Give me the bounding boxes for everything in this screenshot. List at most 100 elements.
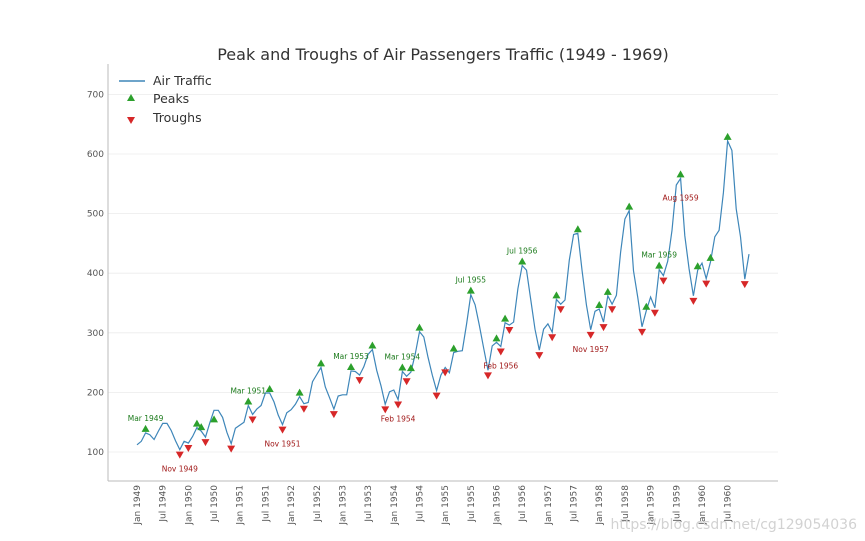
series-line-air-traffic xyxy=(136,138,750,451)
trough-marker xyxy=(650,309,659,317)
annotation-label: Feb 1954 xyxy=(381,415,416,424)
annotation-label: Aug 1959 xyxy=(662,193,698,202)
peak-marker xyxy=(655,261,664,269)
trough-marker xyxy=(441,369,450,377)
trough-marker xyxy=(608,306,617,314)
x-tick-label: Jan 1952 xyxy=(287,485,297,526)
trough-marker xyxy=(227,445,236,453)
y-axis-ticks: 100 200 300 400 500 600 700 xyxy=(87,90,104,458)
peak-marker xyxy=(595,300,604,308)
annotation-label: Mar 1953 xyxy=(333,352,369,361)
trough-marker xyxy=(278,426,287,434)
grid xyxy=(108,94,778,453)
trough-marker xyxy=(355,377,364,385)
x-tick-label: Jan 1951 xyxy=(236,485,246,526)
triangle-up-icon xyxy=(127,94,135,101)
peak-marker xyxy=(406,364,415,372)
peak-marker xyxy=(642,302,651,310)
legend-label-troughs: Troughs xyxy=(152,110,202,125)
trough-marker xyxy=(432,392,441,400)
annotation-label: Mar 1951 xyxy=(230,387,266,396)
peak-marker xyxy=(347,362,355,370)
peak-marker xyxy=(295,388,304,396)
y-tick-label: 300 xyxy=(87,329,104,339)
annotation-label: Mar 1954 xyxy=(385,353,421,362)
trough-marker xyxy=(381,406,390,414)
trough-marker xyxy=(638,328,647,336)
peak-marker xyxy=(210,415,219,423)
y-tick-label: 700 xyxy=(87,90,104,100)
x-axis-ticks: Jan 1949 Jul 1949 Jan 1950 Jul 1950 Jan 1951… xyxy=(133,485,734,526)
peak-markers xyxy=(141,132,732,432)
peak-marker xyxy=(466,286,475,294)
peak-marker xyxy=(141,424,150,432)
trough-marker xyxy=(740,281,749,289)
x-tick-label: Jul 1951 xyxy=(261,485,271,523)
x-tick-label: Jan 1958 xyxy=(595,485,605,526)
trough-marker xyxy=(505,327,514,335)
peak-marker xyxy=(415,323,424,331)
chart-title: Peak and Troughs of Air Passengers Traff… xyxy=(217,45,669,64)
annotation-label: Nov 1957 xyxy=(573,345,609,354)
annotation-label: Nov 1949 xyxy=(162,465,198,474)
peak-marker xyxy=(573,225,582,233)
legend: Air Traffic Peaks Troughs xyxy=(119,73,212,125)
x-tick-label: Jul 1960 xyxy=(724,485,734,523)
annotation-label: Jul 1955 xyxy=(455,276,487,285)
annotation-label: Mar 1949 xyxy=(128,414,164,423)
trough-markers xyxy=(175,277,749,459)
peak-marker xyxy=(197,423,206,431)
x-tick-label: Jan 1953 xyxy=(338,485,348,526)
peak-marker xyxy=(492,334,501,342)
peak-marker xyxy=(625,202,634,210)
peak-marker xyxy=(676,170,685,178)
trough-marker xyxy=(586,331,595,339)
trough-marker xyxy=(702,280,711,288)
x-tick-label: Jan 1954 xyxy=(390,485,400,526)
trough-marker xyxy=(248,416,257,424)
x-tick-label: Jan 1959 xyxy=(647,485,657,526)
y-tick-label: 600 xyxy=(87,150,104,160)
x-tick-label: Jan 1955 xyxy=(441,485,451,526)
trough-marker xyxy=(402,378,411,386)
x-tick-label: Jul 1953 xyxy=(364,485,374,523)
trough-marker xyxy=(556,306,565,314)
annotation-label: Nov 1951 xyxy=(264,440,300,449)
trough-marker xyxy=(299,405,308,413)
y-tick-label: 500 xyxy=(87,210,104,220)
trough-marker xyxy=(548,334,557,342)
trough-marker xyxy=(535,352,544,360)
peak-marker xyxy=(192,419,201,427)
axes xyxy=(107,64,778,482)
trough-marker xyxy=(689,297,698,305)
peak-marker xyxy=(706,253,715,261)
peak-marker xyxy=(398,363,407,371)
trough-marker xyxy=(184,445,193,453)
peak-marker xyxy=(518,257,527,265)
x-tick-label: Jul 1950 xyxy=(210,485,220,523)
peak-marker xyxy=(723,132,732,140)
trough-marker xyxy=(175,451,184,459)
x-tick-label: Jul 1956 xyxy=(518,485,528,523)
y-tick-label: 400 xyxy=(87,269,104,279)
trough-marker xyxy=(329,411,338,419)
annotation-label: Mar 1959 xyxy=(641,251,677,260)
peak-marker xyxy=(693,262,702,270)
peak-marker xyxy=(244,397,253,405)
y-tick-label: 200 xyxy=(87,388,104,398)
annotations: Mar 1949 Mar 1951 Mar 1953 Mar 1954 Jul 1955… xyxy=(128,193,699,473)
x-tick-label: Jan 1956 xyxy=(493,485,503,526)
trough-marker xyxy=(394,401,403,409)
peak-marker xyxy=(265,384,274,392)
peak-marker xyxy=(449,344,458,352)
y-tick-label: 100 xyxy=(87,448,104,458)
x-tick-label: Jan 1960 xyxy=(698,485,708,526)
peak-marker xyxy=(317,359,326,367)
x-tick-label: Jul 1959 xyxy=(672,485,682,523)
triangle-down-icon xyxy=(127,117,135,124)
trough-marker xyxy=(201,439,210,447)
x-tick-label: Jul 1955 xyxy=(467,485,477,523)
x-tick-label: Jul 1952 xyxy=(313,485,323,523)
peak-marker xyxy=(552,291,561,299)
